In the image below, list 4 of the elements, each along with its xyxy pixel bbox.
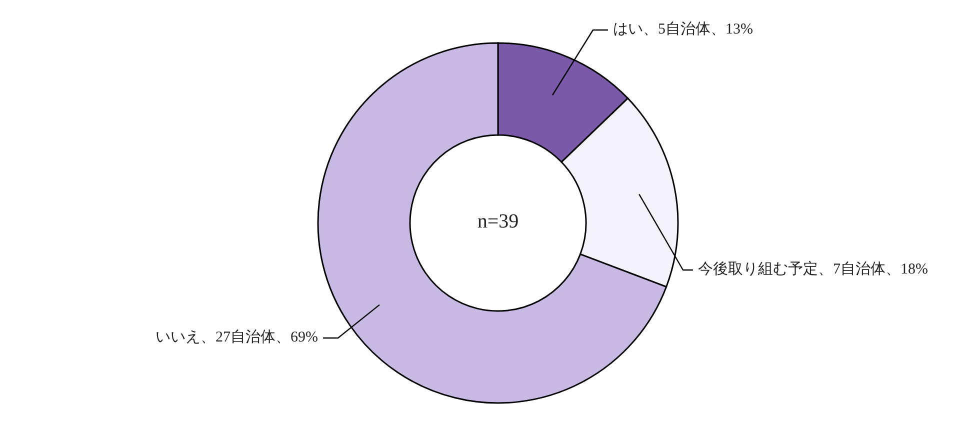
slice-label: 今後取り組む予定、7自治体、18% [698, 260, 928, 278]
slice-label: はい、5自治体、13% [613, 20, 753, 38]
text: n=39 [477, 210, 519, 233]
slice-label: いいえ、27自治体、69% [156, 328, 318, 346]
